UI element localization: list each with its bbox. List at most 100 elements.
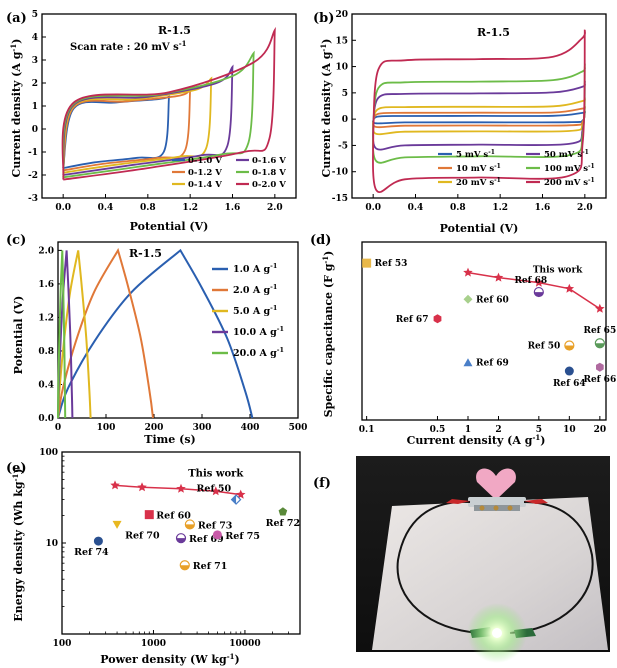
panel-b: (b) R-1.5 Current density (A g-1) Potent… (313, 10, 607, 235)
legend-label: 20.0 A g-1 (233, 346, 284, 359)
panel-d-ylabel: Specific capacitance (F g-1) (321, 251, 335, 418)
led-demo-photo (356, 456, 610, 663)
white-paper-sheet (372, 497, 608, 650)
panel-a-ytick-label: 5 (32, 10, 38, 20)
panel-b-xtick-label: 0.0 (365, 203, 381, 213)
panel-c-xtick-label: 300 (193, 423, 212, 433)
panel-b-curves (372, 29, 586, 193)
this-work-marker (137, 482, 147, 492)
this-work-marker (534, 277, 544, 287)
heart-holder (468, 468, 526, 511)
panel-a-ytick-label: 3 (32, 56, 38, 66)
ref-label: Ref 74 (74, 547, 109, 558)
panel-f-letter: (f) (313, 476, 331, 491)
ref-label: Ref 60 (476, 295, 509, 305)
red-clip-right (524, 499, 548, 504)
panel-a-xtick-label: 1.6 (225, 203, 241, 213)
wire-right (509, 501, 594, 634)
panel-b-frame (351, 13, 607, 199)
legend-label: 0-1.0 V (188, 156, 222, 166)
panel-d: (d) Specific capacitance (F g-1) Current… (310, 233, 616, 447)
ref-label: Ref 66 (583, 375, 616, 385)
ref-marker-fill (564, 345, 574, 350)
panel-d-axes: 0.1 0.5 1 2 5 10 20 (359, 241, 607, 435)
panel-b-ytick-label: -5 (338, 141, 348, 151)
ref-marker (463, 358, 473, 367)
panel-f: (f) (313, 456, 610, 663)
panel-c-ytick-label: 1.2 (38, 313, 54, 323)
panel-d-xtick-label: 5 (536, 425, 542, 435)
ref-marker (362, 258, 372, 268)
panel-b-ytick-label: 15 (335, 36, 348, 46)
ref-label: Ref 50 (528, 341, 561, 351)
ref-label: Ref 69 (189, 534, 224, 545)
panel-c-legend: 1.0 A g-1 2.0 A g-1 5.0 A g-1 10.0 A g-1 20.… (212, 262, 284, 359)
panel-c-curves (57, 247, 254, 419)
panel-b-xlabel: Potential (V) (440, 222, 519, 235)
ref-label: Ref 64 (553, 379, 586, 389)
ref-marker (93, 536, 103, 546)
legend-label: 5.0 A g-1 (233, 304, 277, 317)
panel-c-frame (57, 241, 299, 419)
panel-a-ytick-label: 2 (32, 79, 38, 89)
legend-label: 10 mV s-1 (456, 163, 501, 174)
red-clip-left (446, 499, 470, 504)
panel-c-letter: (c) (6, 233, 26, 248)
ref-label: Ref 71 (193, 561, 228, 572)
gcd-curve (57, 250, 67, 419)
panel-e-ytick-label: 100 (39, 448, 58, 458)
ref-marker-fill (185, 524, 195, 529)
panel-c-xtick-label: 0 (55, 423, 61, 433)
this-work-marker (236, 489, 246, 499)
panel-b-ytick-label: 5 (342, 89, 348, 99)
panel-d-xtick-label: 0.5 (430, 425, 446, 435)
ref-marker (112, 520, 122, 529)
ref-label: Ref 67 (396, 315, 429, 325)
ref-marker (596, 362, 604, 372)
panel-a-axes: 0.0 0.4 0.8 1.2 1.6 2.0 -3 -2 -1 0 1 2 3 4 5 (28, 10, 297, 213)
ref-marker-fill (231, 495, 237, 505)
cv-curve (372, 106, 586, 129)
this-work-marker (595, 303, 605, 313)
panel-d-letter: (d) (310, 233, 331, 248)
panel-c-ytick-label: 2.0 (38, 246, 54, 256)
ref-marker-fill (176, 538, 186, 543)
panel-b-title: R-1.5 (477, 26, 510, 39)
ref-marker (212, 530, 222, 540)
panel-c: (c) R-1.5 Potential (V) Time (s) 0 100 200… (6, 233, 307, 446)
panel-a-xtick-label: 1.2 (182, 203, 198, 213)
panel-c-axes: 0 100 200 300 400 500 0.0 0.4 0.8 1.2 1.6 2.0 (38, 241, 308, 433)
cv-curve (372, 111, 586, 125)
gcd-curve (57, 247, 154, 419)
panel-a-ytick-label: -2 (28, 171, 38, 181)
cv-curve (62, 95, 171, 169)
panel-a-xlabel: Potential (V) (130, 220, 209, 233)
device-clamp (468, 497, 526, 507)
ref-marker (564, 366, 574, 376)
panel-c-ytick-label: 1.6 (38, 280, 54, 290)
panel-c-xtick-label: 500 (289, 423, 308, 433)
ref-label: Ref 68 (514, 276, 547, 286)
panel-c-xlabel: Time (s) (144, 433, 195, 446)
ref-label: Ref 73 (198, 520, 233, 531)
legend-label: 100 mV s-1 (544, 163, 595, 174)
cv-curve (62, 50, 255, 179)
panel-d-frame (361, 241, 607, 421)
panel-a-title: R-1.5 (158, 24, 191, 37)
legend-label: 200 mV s-1 (544, 177, 595, 188)
this-work-marker (463, 267, 473, 277)
ref-label: Ref 60 (156, 511, 191, 522)
panel-c-xtick-label: 100 (97, 423, 116, 433)
panel-b-ytick-label: -10 (332, 168, 348, 178)
panel-d-xtick-label: 20 (594, 425, 607, 435)
panel-d-xtick-label: 10 (563, 425, 576, 435)
gcd-curve (57, 248, 254, 419)
wire-left (396, 500, 481, 634)
panel-e-ytick-label: 10 (45, 539, 58, 549)
panel-e-xlabel: Power density (W kg-1) (100, 652, 239, 666)
panel-b-legend: 5 mV s-1 50 mV s-1 10 mV s-1 100 mV s-1 20 m… (438, 149, 595, 188)
legend-label: 2.0 A g-1 (233, 283, 277, 296)
legend-label: 10.0 A g-1 (233, 325, 284, 338)
panel-b-xtick-label: 1.6 (535, 203, 551, 213)
panel-b-axes: 0.0 0.4 0.8 1.2 1.6 2.0 -15 -10 -5 0 5 10 15 20 (332, 10, 607, 213)
